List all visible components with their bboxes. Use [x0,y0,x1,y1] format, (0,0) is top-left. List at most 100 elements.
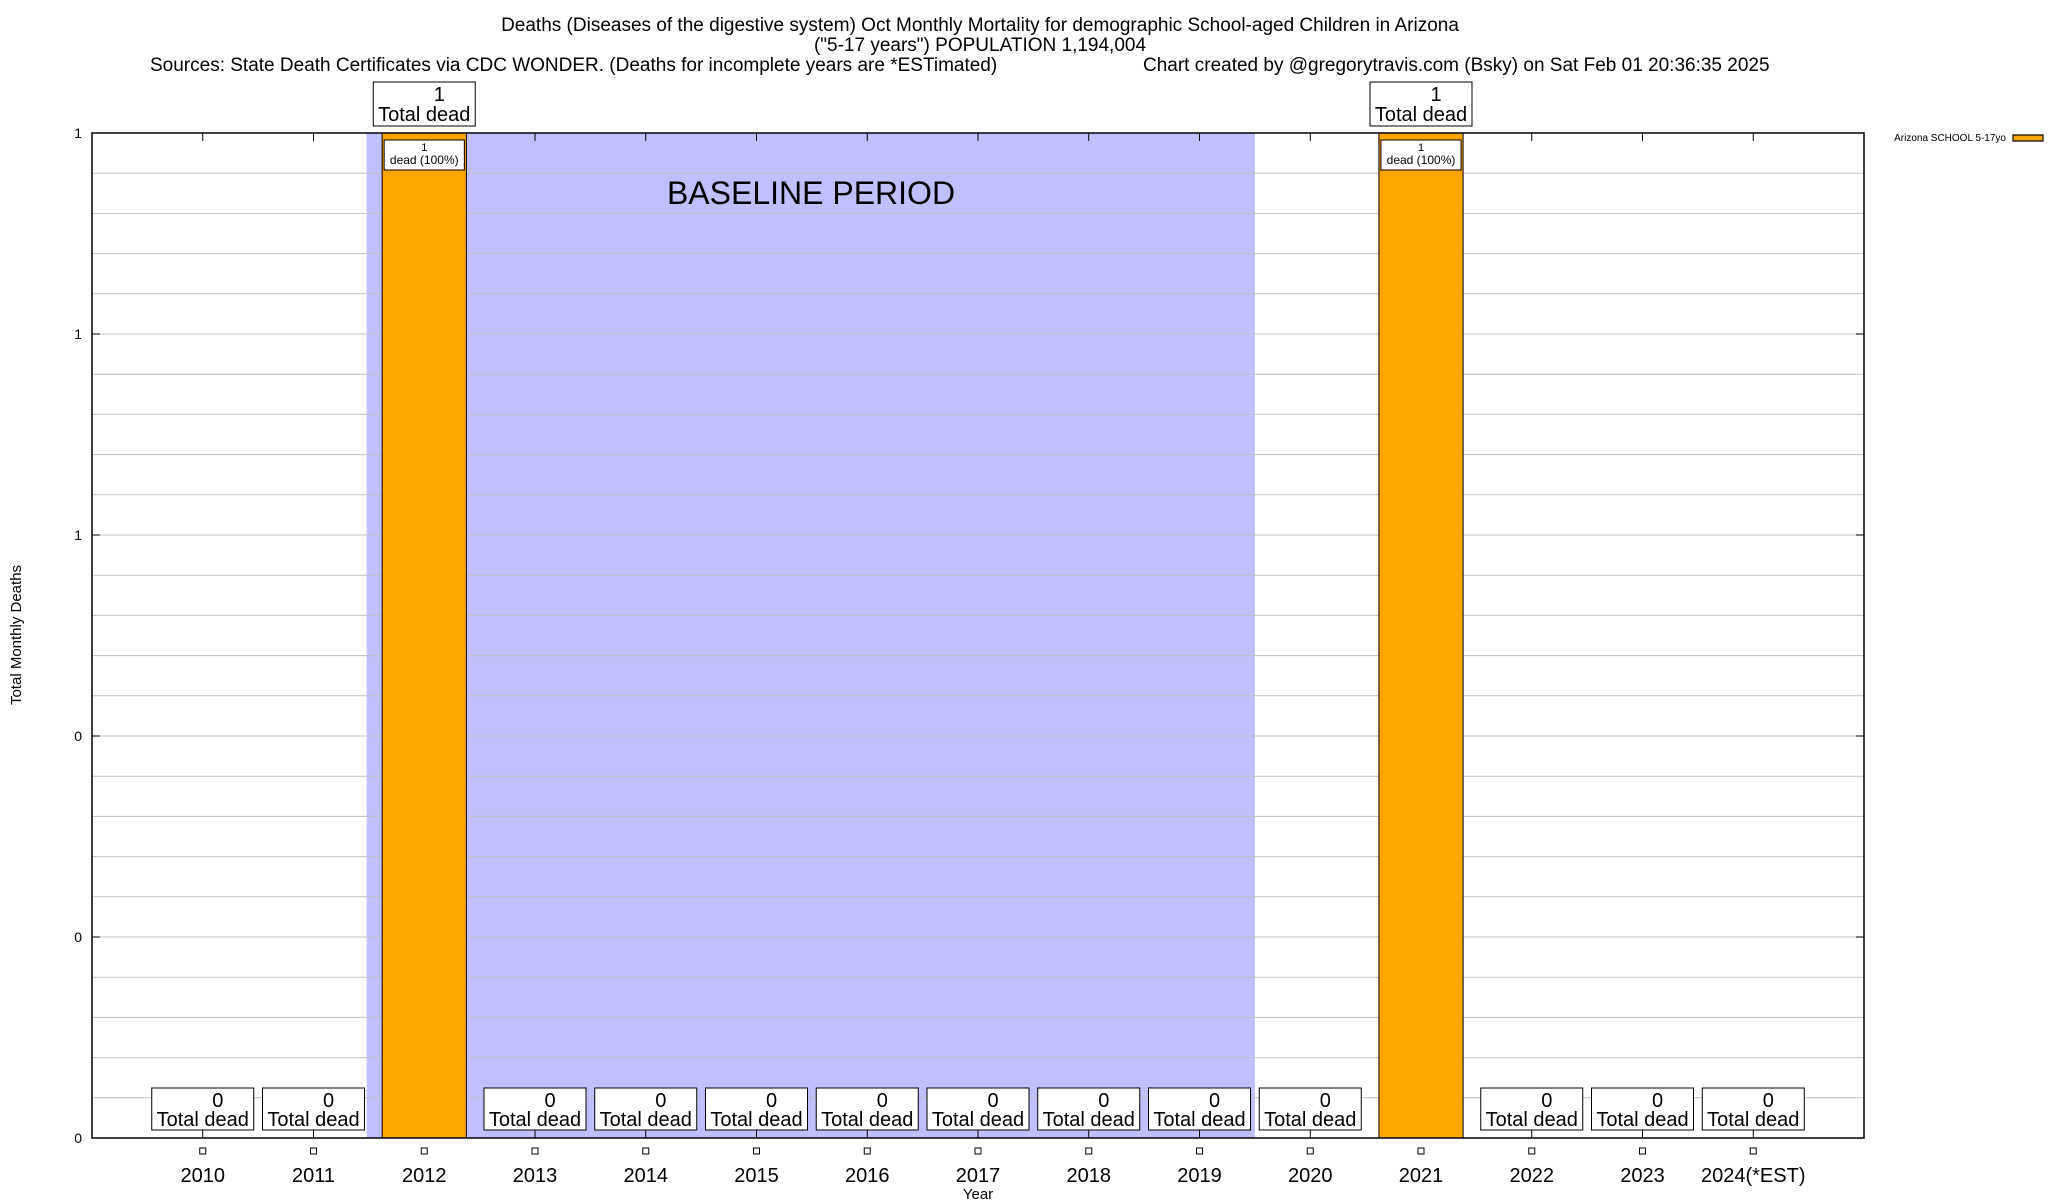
total-label-box [1701,1087,1805,1131]
total-label-value: 0 [1320,1090,1331,1112]
total-label-box [926,1087,1030,1131]
x-tick-label: 2021 [1399,1165,1444,1187]
bar-inner-label-box [1380,139,1462,171]
x-tick-label: 2010 [181,1165,226,1187]
bar [381,132,467,1139]
total-label-text: Total dead [489,1109,581,1131]
x-tick-label: 2015 [734,1165,779,1187]
x-tick-marker [753,1147,760,1155]
y-tick-label: 0 [74,728,82,744]
x-tick-label: 2018 [1067,1165,1112,1187]
plot-border [91,132,1865,1139]
total-label-text: Total dead [1043,1109,1135,1131]
x-tick-label: 2014 [624,1165,669,1187]
chart-source: Sources: State Death Certificates via CD… [150,55,997,76]
x-tick-label: 2012 [402,1165,447,1187]
total-label-text: Total dead [1486,1109,1578,1131]
total-label-text: Total dead [1264,1109,1356,1131]
y-tick-label: 0 [74,1130,82,1146]
total-label-text: Total dead [600,1109,692,1131]
total-label-value: 0 [544,1090,555,1112]
x-tick-marker [1417,1147,1425,1155]
x-tick-label: 2024(*EST) [1701,1165,1806,1187]
x-tick-label: 2019 [1177,1165,1222,1187]
total-label-box [262,1087,365,1131]
total-label-text: Total dead [932,1109,1024,1131]
legend-swatch [2012,134,2044,142]
x-tick-marker [310,1147,317,1155]
total-label-value: 0 [877,1090,888,1112]
total-label-box [372,81,476,127]
bar-inner-label-value: 1 [1418,142,1424,154]
chart-credit: Chart created by @gregorytravis.com (Bsk… [1143,55,1770,76]
bar [1378,132,1464,1139]
baseline-period-shading [366,133,1255,1138]
total-label-text: Total dead [1375,104,1467,126]
baseline-period-label: BASELINE PERIOD [667,175,955,211]
x-axis-label: Year [963,1186,993,1200]
x-tick-marker [420,1147,428,1155]
total-label-text: Total dead [1153,1109,1245,1131]
total-label-box [483,1087,587,1131]
x-tick-label: 2023 [1620,1165,1665,1187]
total-label-text: Total dead [157,1109,249,1131]
total-label-value: 1 [434,84,445,106]
x-tick-marker [1528,1147,1536,1155]
y-axis-label: Total Monthly Deaths [8,565,25,705]
x-tick-label: 2020 [1288,1165,1333,1187]
total-label-box [815,1087,919,1131]
bar-inner-label-value: 1 [421,142,427,154]
y-tick-label: 1 [74,326,82,342]
chart-title-line-1: Deaths (Diseases of the digestive system… [501,15,1459,36]
x-tick-label: 2022 [1510,1165,1555,1187]
x-tick-marker [531,1147,539,1155]
total-label-text: Total dead [378,104,470,126]
x-tick-marker [974,1147,982,1155]
x-tick-marker [1306,1147,1314,1155]
total-label-value: 0 [987,1090,998,1112]
total-label-value: 0 [1763,1090,1774,1112]
x-tick-label: 2013 [513,1165,558,1187]
x-tick-marker [642,1147,650,1155]
legend-label: Arizona SCHOOL 5-17yo [1894,133,2006,144]
total-label-text: Total dead [710,1109,802,1131]
total-label-text: Total dead [1707,1109,1799,1131]
total-label-box [1148,1087,1251,1131]
total-label-box [151,1087,255,1131]
total-label-box [1591,1087,1694,1131]
x-tick-marker [1085,1147,1093,1155]
x-tick-marker [1639,1147,1646,1155]
x-tick-label: 2011 [292,1165,335,1187]
total-label-value: 0 [1541,1090,1552,1112]
total-label-value: 0 [323,1090,334,1112]
total-label-box [1037,1087,1141,1131]
total-label-value: 0 [1209,1090,1220,1112]
total-label-value: 0 [655,1090,666,1112]
total-label-value: 0 [766,1090,777,1112]
total-label-value: 1 [1430,84,1441,106]
chart-title-line-2: ("5-17 years") POPULATION 1,194,004 [814,35,1146,56]
total-label-box [705,1087,808,1131]
y-tick-label: 0 [74,929,82,945]
total-label-text: Total dead [267,1109,359,1131]
total-label-text: Total dead [821,1109,913,1131]
x-tick-label: 2016 [845,1165,890,1187]
y-tick-label: 1 [74,125,82,141]
total-label-text: Total dead [1596,1109,1688,1131]
total-label-box [1258,1087,1362,1131]
x-tick-label: 2017 [956,1165,1001,1187]
x-tick-marker [1749,1147,1757,1155]
bar-inner-label-text: dead (100%) [390,153,459,167]
total-label-box [594,1087,698,1131]
bar-inner-label-text: dead (100%) [1387,153,1456,167]
y-tick-label: 1 [74,527,82,543]
total-label-box [1369,81,1473,127]
x-tick-marker [863,1147,871,1155]
x-tick-marker [199,1147,207,1155]
total-label-value: 0 [1098,1090,1109,1112]
total-label-value: 0 [212,1090,223,1112]
total-label-box [1480,1087,1584,1131]
x-tick-marker [1196,1147,1203,1155]
